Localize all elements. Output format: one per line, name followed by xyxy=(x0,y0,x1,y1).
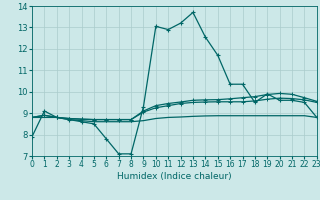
X-axis label: Humidex (Indice chaleur): Humidex (Indice chaleur) xyxy=(117,172,232,181)
